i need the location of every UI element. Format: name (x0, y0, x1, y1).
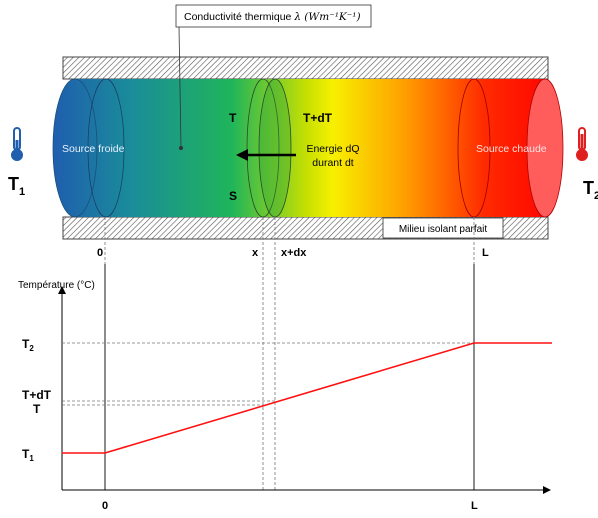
ring-cold (87, 78, 125, 218)
T2-label: T2 (583, 178, 598, 202)
energy-line2: durant dt (312, 157, 354, 169)
temperature-profile-line (62, 342, 552, 454)
x-axis-arrowhead (543, 486, 551, 494)
xtick-zero: 0 (102, 500, 108, 512)
conductivity-box (175, 4, 372, 28)
ytick-T2: T2 (22, 337, 34, 353)
T1-label: T1 (8, 174, 25, 198)
conductivity-leader (178, 26, 182, 149)
y-axis-arrowhead (58, 286, 66, 294)
xtick-L: L (471, 500, 478, 512)
label-TdT: T+dT (303, 111, 333, 125)
thermometer-cold-icon (11, 127, 23, 161)
insulation-label-box (382, 217, 504, 239)
ytick-T: T (33, 402, 41, 416)
cold-source-label: Source froide (62, 143, 125, 155)
label-T: T (229, 111, 237, 125)
hot-source-label: Source chaude (476, 143, 547, 155)
pos-L-label: L (482, 247, 489, 259)
pos-zero-label: 0 (97, 247, 103, 259)
energy-line1: Energie dQ (306, 143, 359, 155)
cylinder-right-end (526, 78, 564, 218)
thermometer-hot-icon (576, 127, 588, 161)
cylinder-left-end (52, 78, 98, 218)
ytick-T1: T1 (22, 447, 34, 463)
ring-xdx (258, 78, 292, 218)
y-axis-label: Température (°C) (18, 280, 95, 291)
pos-x-label: x (252, 247, 259, 259)
pos-xdx-label: x+dx (281, 247, 307, 259)
ytick-TdT: T+dT (22, 388, 52, 402)
energy-arrowhead (236, 149, 248, 161)
conductivity-label: Conductivité thermique λ (Wm⁻¹K⁻¹) (184, 11, 361, 23)
insulation-top (62, 56, 549, 80)
label-S: S (229, 189, 237, 203)
conductivity-dot (179, 146, 183, 150)
insulation-label: Milieu isolant parfait (399, 224, 488, 235)
